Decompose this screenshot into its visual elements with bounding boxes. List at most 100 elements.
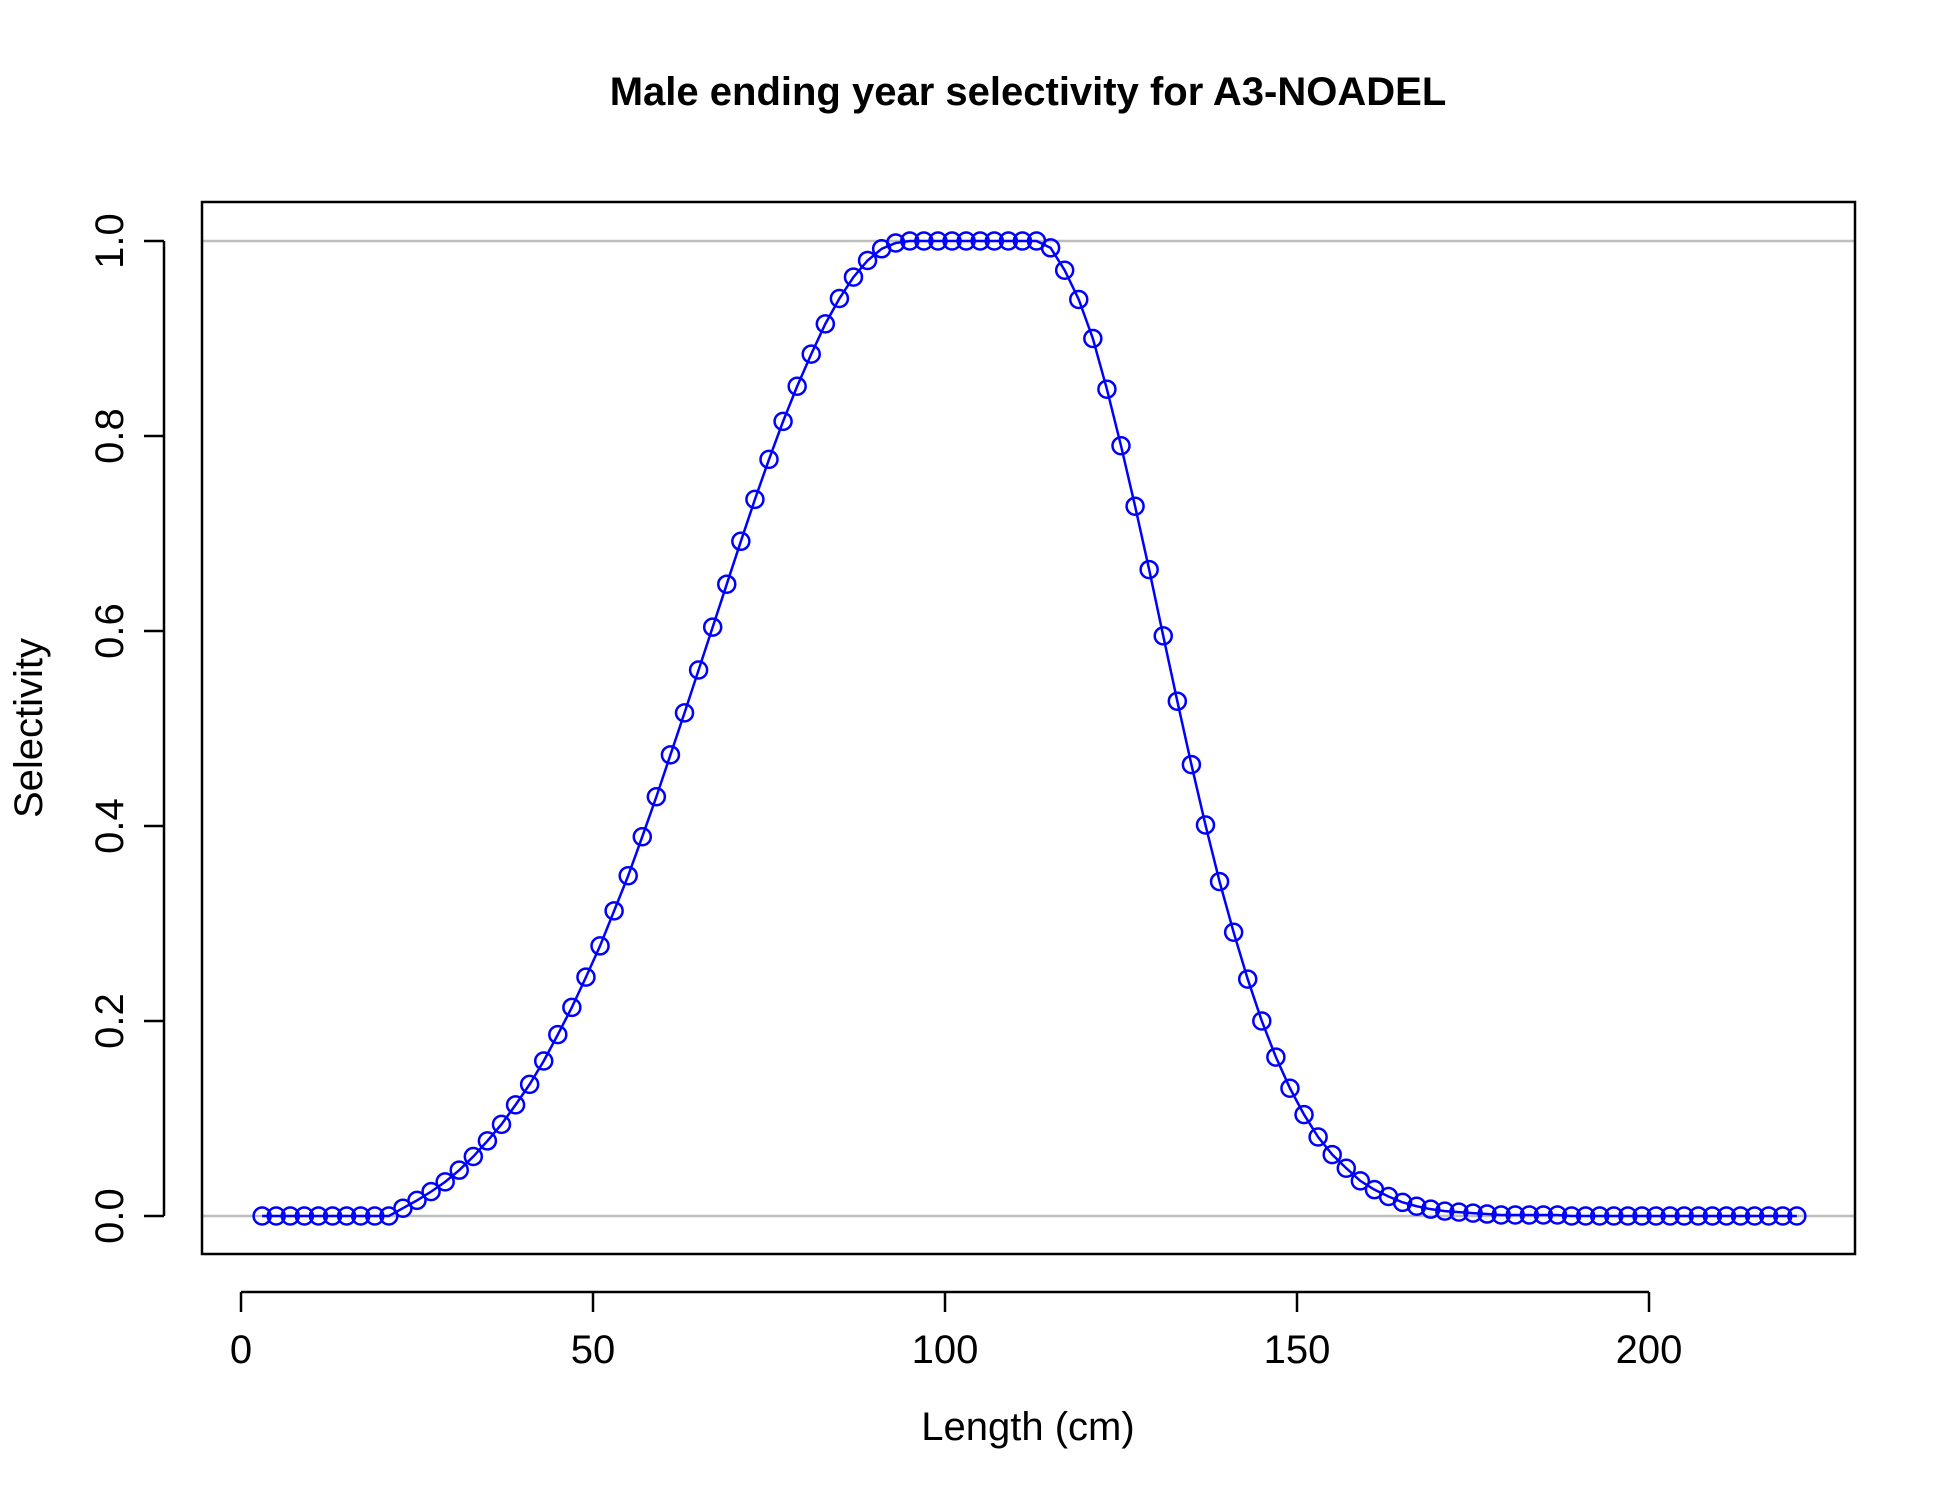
y-tick-label-5: 1.0 [88,213,132,269]
series-point-0-36 [759,449,779,470]
series-point-0-23 [576,967,596,987]
series-point-0-16 [477,1131,498,1151]
series-point-0-74 [1294,1104,1314,1125]
series-point-0-4 [308,1206,329,1226]
series-point-0-47 [914,231,934,251]
series-point-0-2 [280,1206,301,1226]
series-point-0-105 [1730,1206,1751,1226]
series-point-0-35 [745,489,765,510]
series-point-0-99 [1646,1206,1666,1226]
series-point-0-13 [435,1172,455,1192]
series-point-0-67 [1195,815,1216,835]
series-point-0-49 [942,231,962,251]
series-point-0-109 [1787,1206,1807,1226]
series-point-0-90 [1519,1205,1540,1225]
x-tick-label-3: 150 [1264,1328,1331,1372]
series-point-0-45 [885,233,906,253]
y-tick-label-0: 0.0 [88,1188,132,1244]
series-point-0-62 [1125,496,1145,516]
series-point-0-78 [1350,1171,1371,1191]
y-axis: 0.0 0.2 0.4 0.6 0.8 1.0 [88,213,166,1244]
series-point-0-56 [1040,238,1061,258]
series-point-0-28 [646,787,667,807]
series-point-0-54 [1012,231,1033,251]
series-point-0-32 [702,617,723,637]
series-point-0-30 [674,703,695,723]
series-point-0-18 [505,1095,526,1115]
y-axis-title: Selectivity [7,638,51,818]
x-tick-label-0: 0 [230,1328,252,1372]
series-point-0-69 [1223,922,1244,943]
series-point-0-20 [533,1051,554,1071]
series-point-0-83 [1421,1199,1441,1219]
series-point-0-88 [1491,1205,1511,1225]
series-point-0-24 [590,936,610,956]
series-point-0-73 [1280,1078,1300,1099]
series-point-0-108 [1773,1206,1793,1226]
series-point-0-103 [1702,1206,1723,1226]
series-layer [252,231,1807,1226]
series-point-0-40 [815,314,836,334]
series-point-0-53 [998,231,1019,251]
series-point-0-48 [928,231,948,251]
series-point-0-71 [1252,1011,1272,1031]
series-point-0-25 [604,901,624,921]
series-point-0-3 [294,1206,315,1226]
series-point-0-95 [1589,1206,1610,1226]
series-point-0-89 [1505,1205,1525,1225]
x-tick-label-1: 50 [571,1328,616,1372]
y-tick-label-1: 0.2 [88,993,132,1049]
series-point-0-81 [1392,1192,1413,1213]
series-point-0-0 [252,1206,272,1226]
series-point-0-96 [1604,1206,1624,1226]
series-point-0-27 [632,826,653,847]
series-point-0-51 [970,231,990,251]
series-point-0-52 [984,231,1005,251]
series-point-0-107 [1758,1206,1779,1226]
series-point-0-15 [463,1146,484,1167]
series-point-0-59 [1083,328,1103,349]
series-point-0-93 [1561,1206,1582,1226]
series-point-0-29 [660,745,681,765]
series-point-0-31 [688,660,709,680]
series-point-0-41 [829,288,850,309]
x-axis: 0 50 100 150 200 [230,1290,1682,1372]
series-point-0-46 [900,231,920,251]
series-point-0-106 [1744,1206,1765,1226]
y-tick-label-2: 0.4 [88,798,132,854]
series-point-0-21 [548,1024,568,1045]
series-point-0-14 [449,1160,469,1180]
series-point-0-85 [1449,1202,1469,1222]
series-point-0-66 [1181,754,1202,775]
series-point-0-97 [1618,1206,1638,1226]
series-point-0-26 [618,865,638,886]
series-point-0-61 [1111,436,1131,456]
series-point-0-68 [1209,871,1230,892]
series-point-0-19 [519,1074,540,1095]
series-point-0-1 [266,1206,286,1226]
series-point-0-11 [407,1190,427,1211]
series-point-0-50 [956,231,976,251]
series-point-0-75 [1308,1127,1328,1147]
y-tick-label-4: 0.8 [88,408,132,464]
series-point-0-7 [350,1206,371,1226]
series-point-0-100 [1660,1206,1680,1226]
series-point-0-12 [421,1181,441,1202]
series-point-0-58 [1069,289,1089,310]
y-tick-label-3: 0.6 [88,603,132,659]
series-point-0-86 [1463,1203,1483,1223]
series-point-0-94 [1575,1206,1596,1226]
series-point-0-101 [1674,1206,1694,1226]
series-point-0-77 [1336,1158,1357,1178]
series-point-0-34 [731,531,751,552]
series-point-0-37 [773,411,793,432]
series-point-0-91 [1533,1205,1554,1225]
x-tick-label-2: 100 [912,1328,979,1372]
series-point-0-64 [1153,626,1173,646]
series-point-0-72 [1266,1047,1286,1067]
chart-title: Male ending year selectivity for A3-NOAD… [610,70,1447,114]
series-point-0-17 [491,1114,512,1135]
series-point-0-38 [787,376,807,397]
